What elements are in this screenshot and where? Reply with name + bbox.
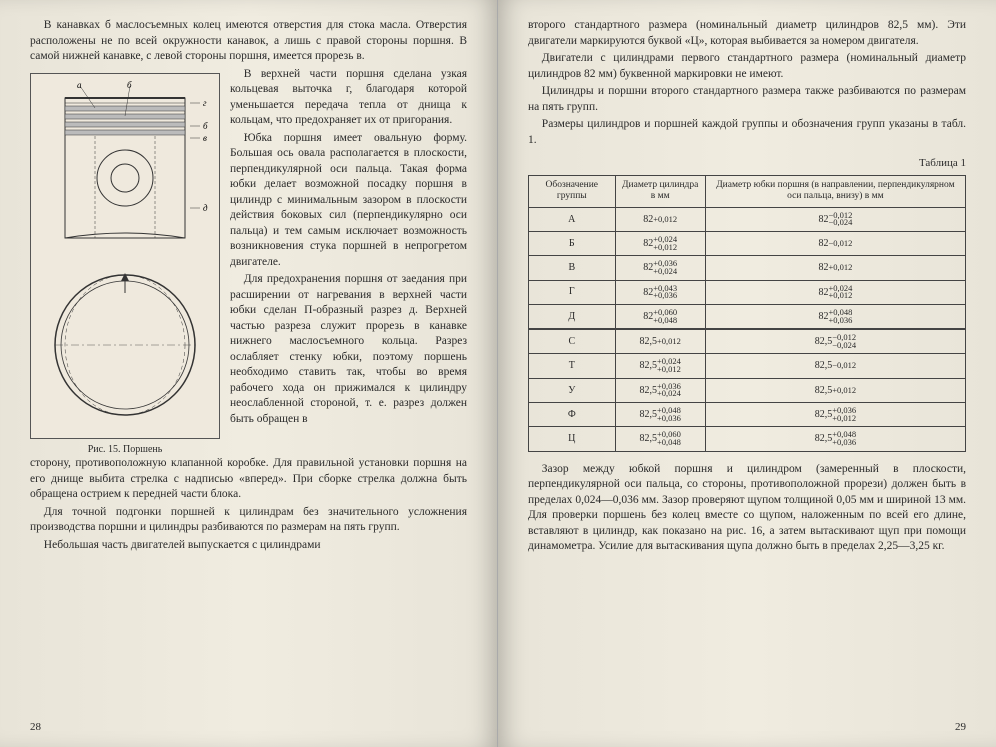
cell-piston: 82,5+0,012 bbox=[705, 378, 965, 402]
cell-piston: 82+0,024+0,012 bbox=[705, 280, 965, 304]
text-column: В верхней части поршня сделана узкая кол… bbox=[230, 67, 467, 457]
para: Юбка поршня имеет овальную форму. Больша… bbox=[230, 131, 467, 271]
cell-piston: 82−0,012−0,024 bbox=[705, 207, 965, 231]
para: Цилиндры и поршни второго стандартного р… bbox=[528, 84, 966, 115]
table-row: У82,5+0,036+0,02482,5+0,012 bbox=[529, 378, 966, 402]
cell-group: Г bbox=[529, 280, 616, 304]
cell-piston: 82−0,012 bbox=[705, 232, 965, 256]
col-header: Диаметр цилиндра в мм bbox=[615, 175, 705, 207]
page-number: 29 bbox=[955, 720, 966, 735]
cell-piston: 82,5+0,048+0,036 bbox=[705, 427, 965, 451]
para: Зазор между юбкой поршня и цилиндром (за… bbox=[528, 462, 966, 555]
cell-cylinder: 82,5+0,012 bbox=[615, 329, 705, 354]
label-b2: б bbox=[203, 121, 208, 131]
para: Размеры цилиндров и поршней каждой групп… bbox=[528, 117, 966, 148]
para: Двигатели с цилиндрами первого стандартн… bbox=[528, 51, 966, 82]
table-row: Т82,5+0,024+0,01282,5−0,012 bbox=[529, 354, 966, 378]
cell-group: Ф bbox=[529, 403, 616, 427]
right-page: второго стандартного размера (номинальны… bbox=[498, 0, 996, 747]
cell-group: Т bbox=[529, 354, 616, 378]
cell-piston: 82,5−0,012 bbox=[705, 354, 965, 378]
dimensions-table: Обозначение группы Диаметр цилиндра в мм… bbox=[528, 175, 966, 452]
table-wrap: Таблица 1 Обозначение группы Диаметр цил… bbox=[528, 156, 966, 451]
piston-figure: а б г б в д bbox=[30, 73, 220, 439]
piston-side-view-icon: а б г б в д bbox=[35, 78, 215, 258]
para: сторону, противоположную клапанной короб… bbox=[30, 456, 467, 503]
para: В верхней части поршня сделана узкая кол… bbox=[230, 67, 467, 129]
cell-cylinder: 82,5+0,036+0,024 bbox=[615, 378, 705, 402]
cell-cylinder: 82+0,043+0,036 bbox=[615, 280, 705, 304]
left-page: В канавках б маслосъемных колец имеются … bbox=[0, 0, 498, 747]
cell-piston: 82+0,012 bbox=[705, 256, 965, 280]
table-row: А82+0,01282−0,012−0,024 bbox=[529, 207, 966, 231]
table-row: Ф82,5+0,048+0,03682,5+0,036+0,012 bbox=[529, 403, 966, 427]
page-number: 28 bbox=[30, 720, 41, 735]
cell-piston: 82,5−0,012−0,024 bbox=[705, 329, 965, 354]
label-a: а bbox=[77, 80, 82, 90]
table-header-row: Обозначение группы Диаметр цилиндра в мм… bbox=[529, 175, 966, 207]
cell-group: Д bbox=[529, 304, 616, 329]
cell-group: Б bbox=[529, 232, 616, 256]
table-row: Г82+0,043+0,03682+0,024+0,012 bbox=[529, 280, 966, 304]
para: В канавках б маслосъемных колец имеются … bbox=[30, 18, 467, 65]
para: Небольшая часть двигателей выпускается с… bbox=[30, 538, 467, 554]
figure-column: а б г б в д bbox=[30, 67, 220, 457]
cell-group: У bbox=[529, 378, 616, 402]
cell-piston: 82+0,048+0,036 bbox=[705, 304, 965, 329]
para: Для точной подгонки поршней к цилиндрам … bbox=[30, 505, 467, 536]
col-header: Обозначение группы bbox=[529, 175, 616, 207]
table-row: С82,5+0,01282,5−0,012−0,024 bbox=[529, 329, 966, 354]
cell-cylinder: 82,5+0,024+0,012 bbox=[615, 354, 705, 378]
cell-cylinder: 82+0,012 bbox=[615, 207, 705, 231]
table-row: Б82+0,024+0,01282−0,012 bbox=[529, 232, 966, 256]
cell-cylinder: 82,5+0,048+0,036 bbox=[615, 403, 705, 427]
piston-top-view-icon bbox=[35, 263, 215, 428]
table-row: Д82+0,060+0,04882+0,048+0,036 bbox=[529, 304, 966, 329]
figure-caption: Рис. 15. Поршень bbox=[30, 443, 220, 457]
cell-cylinder: 82,5+0,060+0,048 bbox=[615, 427, 705, 451]
two-column-wrap: а б г б в д bbox=[30, 67, 467, 457]
table-title: Таблица 1 bbox=[528, 156, 966, 171]
table-row: Ц82,5+0,060+0,04882,5+0,048+0,036 bbox=[529, 427, 966, 451]
col-header: Диаметр юбки поршня (в направлении, перп… bbox=[705, 175, 965, 207]
cell-piston: 82,5+0,036+0,012 bbox=[705, 403, 965, 427]
cell-cylinder: 82+0,024+0,012 bbox=[615, 232, 705, 256]
cell-group: В bbox=[529, 256, 616, 280]
cell-group: С bbox=[529, 329, 616, 354]
cell-group: А bbox=[529, 207, 616, 231]
para: второго стандартного размера (номинальны… bbox=[528, 18, 966, 49]
label-d: д bbox=[203, 203, 208, 213]
label-g: г bbox=[203, 98, 207, 108]
cell-group: Ц bbox=[529, 427, 616, 451]
cell-cylinder: 82+0,036+0,024 bbox=[615, 256, 705, 280]
table-row: В82+0,036+0,02482+0,012 bbox=[529, 256, 966, 280]
label-b: б bbox=[127, 80, 132, 90]
para: Для предохранения поршня от заедания при… bbox=[230, 272, 467, 427]
cell-cylinder: 82+0,060+0,048 bbox=[615, 304, 705, 329]
label-v: в bbox=[203, 133, 207, 143]
